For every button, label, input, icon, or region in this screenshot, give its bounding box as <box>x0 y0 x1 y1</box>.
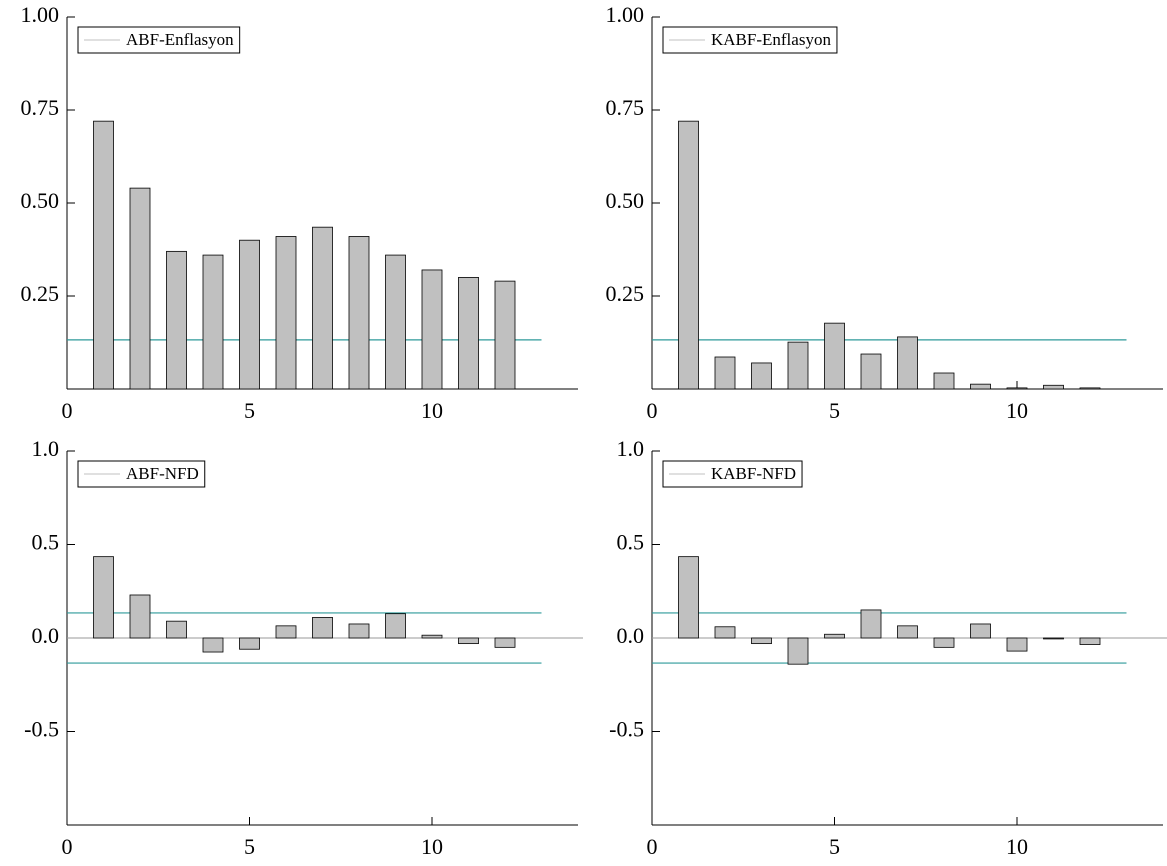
bar <box>897 625 918 639</box>
bar <box>787 341 809 390</box>
legend: KABF-NFD <box>662 460 803 488</box>
y-tick-label: 0.5 <box>617 530 645 555</box>
bar <box>1079 387 1101 390</box>
bar <box>166 620 187 639</box>
bar <box>129 187 151 390</box>
panel: -0.5 0.0 0.5 1.0 0 5 10 KABF-NFD <box>609 436 1167 859</box>
bar <box>275 625 297 639</box>
bar <box>933 372 955 390</box>
legend: ABF-Enflasyon <box>77 26 241 54</box>
bar <box>93 120 114 390</box>
bar <box>1043 637 1064 640</box>
y-tick-label: 1.00 <box>21 2 60 27</box>
y-tick-label: 0.75 <box>606 95 645 120</box>
y-tick-label: 1.00 <box>606 2 645 27</box>
bar <box>678 120 699 390</box>
x-tick-label: 0 <box>62 398 73 423</box>
bar <box>751 637 772 645</box>
x-tick-label: 5 <box>829 398 840 423</box>
x-tick-label: 0 <box>647 834 658 859</box>
bar <box>494 637 516 648</box>
x-tick-label: 5 <box>244 398 255 423</box>
legend: KABF-Enflasyon <box>662 26 838 54</box>
bar <box>678 556 699 639</box>
bar <box>275 236 297 390</box>
bar <box>897 336 918 390</box>
bar <box>385 254 406 390</box>
y-tick-label: 0.75 <box>21 95 60 120</box>
bar <box>970 383 991 390</box>
x-tick-label: 10 <box>421 398 443 423</box>
x-tick-label: 10 <box>1006 834 1028 859</box>
bar <box>933 637 955 648</box>
bar <box>312 617 333 639</box>
panel: 0.25 0.50 0.75 1.00 0 5 10 KABF-Enflasyon <box>606 2 1163 423</box>
bar <box>494 280 516 390</box>
x-tick-label: 10 <box>1006 398 1028 423</box>
bar <box>93 556 114 639</box>
legend-label: ABF-NFD <box>126 464 199 483</box>
x-tick-label: 0 <box>647 398 658 423</box>
x-tick-label: 10 <box>421 834 443 859</box>
bar <box>787 637 809 665</box>
bar <box>714 626 736 639</box>
bar <box>239 637 260 650</box>
legend-label: KABF-NFD <box>711 464 796 483</box>
bar <box>312 226 333 390</box>
bar <box>421 269 443 390</box>
bar <box>1079 637 1101 645</box>
panel: 0.25 0.50 0.75 1.00 0 5 10 ABF-Enflasyon <box>21 2 578 423</box>
bar <box>348 236 370 390</box>
bar <box>751 362 772 390</box>
bar <box>1043 384 1064 390</box>
y-tick-label: 0.0 <box>32 623 60 648</box>
bar <box>970 623 991 639</box>
bar <box>458 276 479 390</box>
bar <box>1006 637 1028 652</box>
bar <box>385 613 406 639</box>
bar <box>421 634 443 639</box>
bar <box>166 250 187 390</box>
legend: ABF-NFD <box>77 460 206 488</box>
bar <box>202 254 224 390</box>
bar <box>1006 387 1028 390</box>
y-tick-label: 0.5 <box>32 530 60 555</box>
x-tick-label: 5 <box>829 834 840 859</box>
bar <box>824 633 845 639</box>
y-tick-label: -0.5 <box>24 717 59 742</box>
x-tick-label: 5 <box>244 834 255 859</box>
bar <box>239 239 260 390</box>
bar <box>458 637 479 645</box>
y-tick-label: 0.25 <box>606 281 645 306</box>
bar <box>860 609 882 639</box>
legend-box <box>77 26 241 54</box>
panel: -0.5 0.0 0.5 1.0 0 5 10 ABF-NFD <box>24 436 583 859</box>
bar <box>202 637 224 653</box>
bar <box>860 353 882 390</box>
bar <box>348 623 370 639</box>
y-tick-label: 0.50 <box>21 188 60 213</box>
legend-label: KABF-Enflasyon <box>711 30 831 49</box>
bar <box>824 322 845 390</box>
y-tick-label: -0.5 <box>609 717 644 742</box>
y-tick-label: 1.0 <box>32 436 60 461</box>
bar <box>129 594 151 639</box>
x-tick-label: 0 <box>62 834 73 859</box>
legend-label: ABF-Enflasyon <box>126 30 234 49</box>
y-tick-label: 0.25 <box>21 281 60 306</box>
bar <box>714 356 736 390</box>
y-tick-label: 0.50 <box>606 188 645 213</box>
y-tick-label: 0.0 <box>617 623 645 648</box>
y-tick-label: 1.0 <box>617 436 645 461</box>
